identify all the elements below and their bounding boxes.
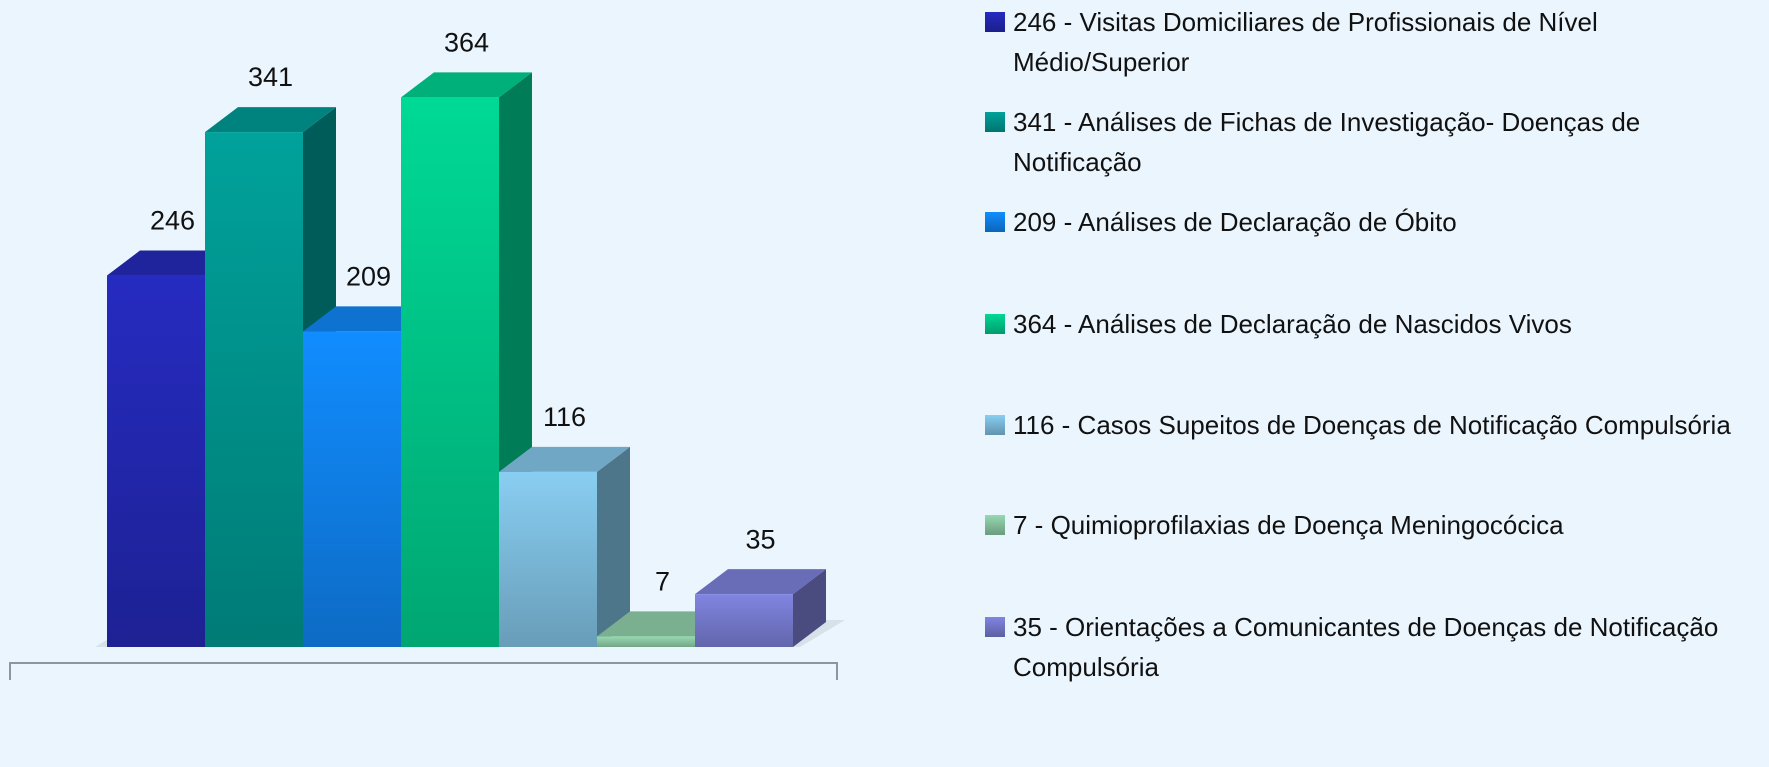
bar-side [597, 446, 630, 647]
bar [499, 471, 597, 647]
legend-item: 35 - Orientações a Comunicantes de Doenç… [985, 607, 1769, 687]
legend-swatch [985, 12, 1005, 32]
legend-label: 116 - Casos Supeitos de Doenças de Notif… [1013, 410, 1731, 440]
bar-top [205, 107, 336, 133]
legend-label: 246 - Visitas Domiciliares de Profission… [1013, 7, 1598, 77]
legend-swatch [985, 617, 1005, 637]
bar-top [401, 72, 532, 98]
data-label: 116 [543, 402, 586, 432]
legend-label: 35 - Orientações a Comunicantes de Doenç… [1013, 612, 1719, 682]
bar-top [695, 569, 826, 595]
legend-label: 209 - Análises de Declaração de Óbito [1013, 207, 1457, 237]
bar [597, 636, 695, 647]
bar [205, 132, 303, 648]
data-label: 364 [444, 27, 489, 57]
legend-swatch [985, 314, 1005, 334]
data-label: 7 [655, 567, 670, 597]
bar-top [499, 446, 630, 472]
legend-label: 341 - Análises de Fichas de Investigação… [1013, 107, 1641, 177]
bar [107, 275, 205, 647]
data-label: 341 [248, 62, 293, 92]
data-label: 246 [150, 206, 195, 236]
legend-item: 116 - Casos Supeitos de Doenças de Notif… [985, 405, 1769, 445]
bar [303, 331, 401, 647]
legend-label: 7 - Quimioprofilaxias de Doença Meningoc… [1013, 510, 1564, 540]
legend-swatch [985, 415, 1005, 435]
plot-frame [9, 662, 838, 680]
bar [695, 594, 793, 647]
legend-swatch [985, 515, 1005, 535]
legend-swatch [985, 212, 1005, 232]
data-label: 35 [745, 524, 775, 554]
data-label: 209 [346, 262, 391, 292]
legend-item: 341 - Análises de Fichas de Investigação… [985, 102, 1769, 182]
legend-item: 364 - Análises de Declaração de Nascidos… [985, 304, 1769, 344]
legend-label: 364 - Análises de Declaração de Nascidos… [1013, 309, 1572, 339]
legend-item: 209 - Análises de Declaração de Óbito [985, 202, 1769, 242]
legend-swatch [985, 112, 1005, 132]
legend-item: 7 - Quimioprofilaxias de Doença Meningoc… [985, 505, 1769, 545]
legend-item: 246 - Visitas Domiciliares de Profission… [985, 2, 1769, 82]
bar [401, 97, 499, 648]
bar-side [793, 569, 826, 647]
